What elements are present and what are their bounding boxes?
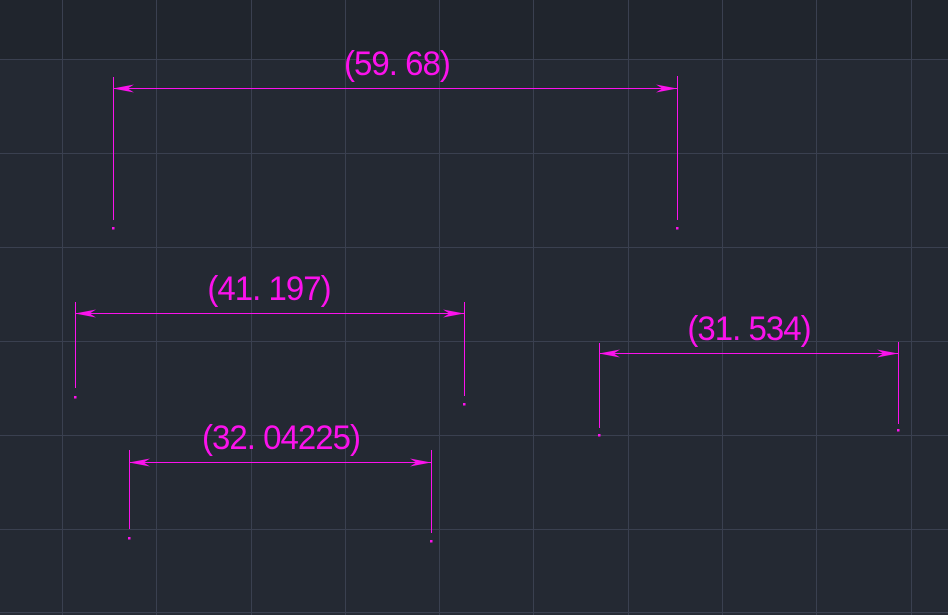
definition-point <box>676 227 679 230</box>
dimension-entities <box>74 76 900 543</box>
arrowhead-right <box>656 84 677 93</box>
dimension-dim-1[interactable] <box>112 76 679 230</box>
canvas-bottom-band <box>0 612 948 615</box>
arrowhead-right <box>410 458 431 467</box>
dimension-label[interactable]: (32. 04225) <box>201 419 361 457</box>
dimension-dim-3[interactable] <box>598 342 900 437</box>
dimension-dim-2[interactable] <box>74 302 466 406</box>
definition-point <box>430 540 433 543</box>
dimension-label[interactable]: (31. 534) <box>687 310 811 348</box>
arrowhead-right <box>877 349 898 358</box>
definition-point <box>74 396 77 399</box>
arrowhead-left <box>75 309 96 318</box>
definition-point <box>897 429 900 432</box>
canvas-top-band <box>0 0 948 59</box>
arrowhead-left <box>113 84 134 93</box>
arrowhead-left <box>599 349 620 358</box>
definition-point <box>463 403 466 406</box>
definition-point <box>112 227 115 230</box>
arrowhead-right <box>443 309 464 318</box>
dimension-label[interactable]: (59. 68) <box>344 45 451 83</box>
definition-point <box>128 537 131 540</box>
dimension-label[interactable]: (41. 197) <box>207 270 331 308</box>
arrowhead-left <box>129 458 150 467</box>
definition-point <box>598 434 601 437</box>
dimension-dim-4[interactable] <box>128 450 433 543</box>
